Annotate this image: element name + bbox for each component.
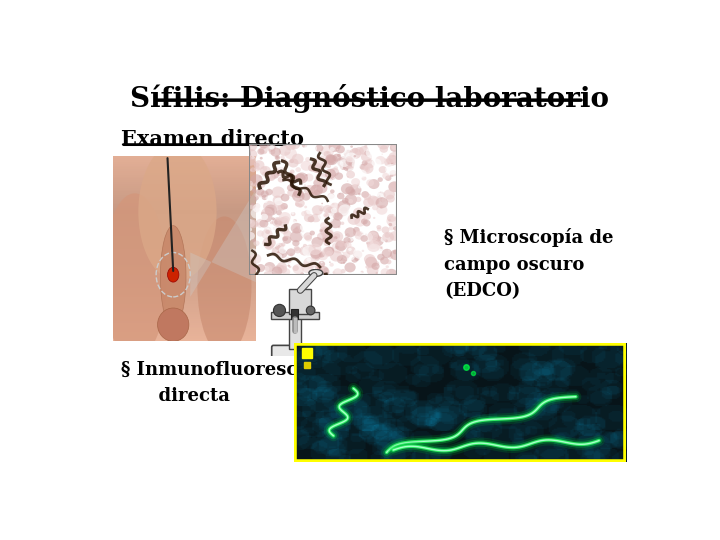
Text: Examen directo: Examen directo (121, 129, 304, 149)
Text: § Inmunofluorescencia
      directa: § Inmunofluorescencia directa (121, 361, 351, 405)
Text: Sífilis: Diagnóstico laboratorio: Sífilis: Diagnóstico laboratorio (130, 84, 608, 112)
Text: § Microscopía de
campo oscuro
(EDCO): § Microscopía de campo oscuro (EDCO) (444, 228, 614, 300)
